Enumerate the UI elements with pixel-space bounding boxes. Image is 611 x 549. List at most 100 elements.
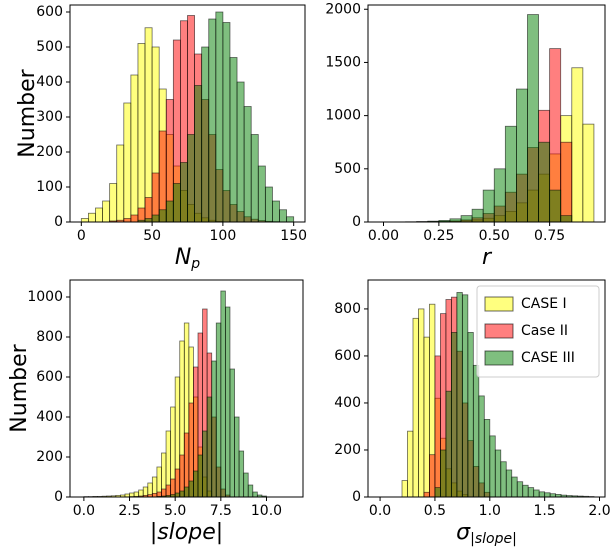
legend-swatch [484, 350, 514, 366]
histogram-bar [538, 141, 551, 223]
histogram-bar [478, 395, 485, 498]
histogram-bar [250, 134, 259, 223]
x-tick-label: 2.5 [118, 503, 140, 519]
histogram-bar [234, 416, 240, 498]
histogram-bar [102, 200, 111, 223]
axes-frame [69, 279, 304, 498]
histogram-bar [116, 144, 125, 223]
y-tick-label: 0 [54, 214, 63, 230]
x-tick-label: 0 [77, 228, 86, 244]
y-tick-label: 500 [334, 161, 361, 177]
histogram-bar [123, 102, 132, 223]
histogram-bar [172, 183, 181, 223]
histogram-bar [522, 484, 529, 498]
histogram-bar [472, 364, 480, 498]
x-tick-label: 2.0 [588, 503, 610, 519]
axes-frame [367, 4, 606, 223]
histogram-bar [461, 294, 469, 498]
y-axis-label: Number [7, 343, 32, 432]
histogram-bar [560, 215, 573, 223]
histogram-bar [229, 57, 238, 223]
histogram-bar [193, 470, 199, 498]
panel: 0.0 0.5 1.0 1.5 2.0 0 200 400 600 800 σ|slope| CASE… [334, 279, 611, 547]
x-axis-label-main: N [175, 245, 191, 270]
histogram-bar [252, 491, 258, 498]
histogram-bar [109, 183, 118, 223]
histogram-bar [429, 454, 436, 498]
histogram-bar [247, 484, 254, 498]
histogram-bar [158, 130, 167, 223]
y-tick-label: 200 [334, 442, 361, 458]
y-tick-label: 500 [36, 39, 63, 55]
histogram-bar [549, 189, 562, 223]
histogram-bar [516, 481, 524, 498]
histogram-bar [516, 88, 528, 223]
histogram-bar [220, 290, 226, 498]
x-tick-label: 100 [210, 228, 237, 244]
y-tick-label: 0 [54, 489, 63, 505]
histogram-bar [418, 308, 425, 498]
histogram-bar [527, 14, 539, 223]
histogram-bar [197, 454, 203, 498]
histogram-bar [560, 141, 573, 223]
histogram-bar [236, 81, 245, 223]
y-axis-label: Number [15, 68, 40, 157]
y-tick-label: 300 [36, 109, 63, 125]
histogram-bar [211, 360, 217, 498]
histogram-bar [582, 123, 595, 223]
histogram-bar [412, 317, 419, 498]
histogram-bar [538, 491, 546, 498]
histogram-bar [423, 336, 430, 498]
histogram-bar [434, 355, 441, 498]
histogram-bar [460, 215, 473, 223]
histogram-bar [493, 168, 506, 223]
y-tick-label: 2000 [325, 1, 361, 17]
y-tick-label: 200 [36, 449, 63, 465]
x-tick-label: 0.50 [479, 228, 510, 244]
legend-label: CASE III [521, 350, 575, 366]
histogram-bar [144, 27, 153, 223]
y-tick-label: 200 [36, 144, 63, 160]
histogram-bar [243, 106, 252, 223]
histogram-bar [257, 165, 266, 223]
x-axis-label-main: σ [456, 520, 471, 545]
x-tick-label: 0.0 [73, 503, 95, 519]
histogram-bar [130, 214, 139, 223]
x-tick-label: 0.0 [369, 503, 391, 519]
x-tick-label: 1.5 [534, 503, 556, 519]
histogram-bar [544, 492, 551, 498]
histogram-bar [243, 472, 249, 498]
histogram-bar [482, 189, 495, 223]
x-axis-label: |slope| [150, 520, 223, 545]
axes-frame [69, 4, 306, 223]
x-tick-label: 0.00 [368, 228, 399, 244]
x-axis-label: σ|slope| [456, 520, 517, 547]
x-tick-label: 50 [143, 228, 161, 244]
legend-swatch [484, 296, 514, 312]
histogram-bar [174, 492, 181, 498]
x-tick-label: 10.0 [251, 503, 282, 519]
histogram-bar [224, 306, 231, 498]
y-tick-label: 600 [334, 348, 361, 364]
histogram-bar [445, 390, 452, 498]
histogram-bar [80, 218, 89, 223]
histogram-bar [180, 162, 188, 223]
histogram-bar [423, 491, 430, 498]
y-tick-label: 1500 [325, 54, 361, 70]
histogram-bar [144, 218, 153, 223]
x-axis-label-sub: |slope| [470, 531, 517, 547]
histogram-bar [151, 492, 158, 498]
legend-label: CASE I [521, 296, 567, 312]
histogram-bar [494, 449, 502, 498]
y-tick-label: 800 [36, 329, 63, 345]
histogram-bar [187, 134, 195, 223]
x-axis-label-sub: p [190, 256, 200, 272]
histogram-bar [527, 487, 535, 498]
histogram-bar [483, 419, 491, 498]
histogram-bar [471, 208, 484, 223]
y-tick-label: 600 [36, 4, 63, 20]
histogram-bar [407, 430, 414, 498]
y-tick-label: 400 [36, 74, 63, 90]
histogram-bar [188, 480, 194, 498]
histogram-bar [158, 209, 167, 223]
